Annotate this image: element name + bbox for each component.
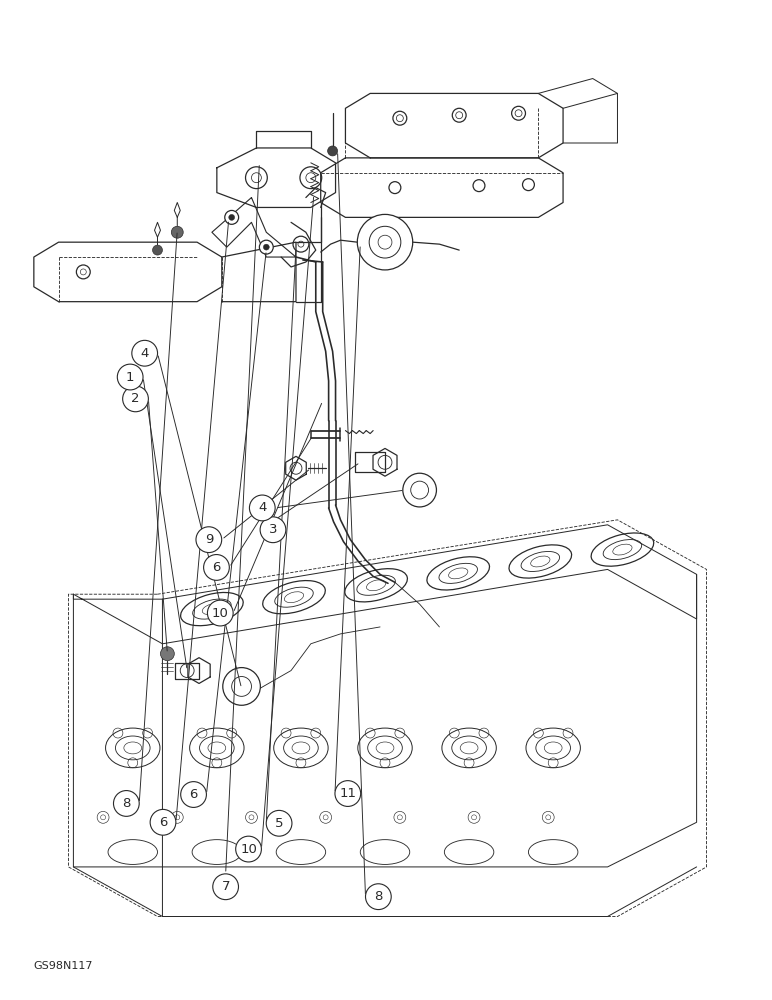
Circle shape [150,809,176,835]
Text: 4: 4 [141,347,149,360]
Circle shape [327,146,337,156]
Text: 6: 6 [189,788,198,801]
Circle shape [223,668,260,705]
Text: 2: 2 [131,392,140,405]
Text: 8: 8 [122,797,130,810]
Text: 6: 6 [159,816,168,829]
Circle shape [357,214,413,270]
Text: 4: 4 [258,501,266,514]
Circle shape [113,791,139,816]
Circle shape [249,495,275,521]
Circle shape [153,245,162,255]
Circle shape [196,527,222,553]
Circle shape [403,473,436,507]
Circle shape [229,214,235,220]
Text: 6: 6 [212,561,221,574]
Circle shape [132,340,157,366]
Circle shape [365,884,391,910]
Circle shape [117,364,143,390]
Circle shape [123,386,148,412]
Circle shape [225,210,239,224]
Text: 5: 5 [275,817,283,830]
Circle shape [266,810,292,836]
Circle shape [171,226,183,238]
Circle shape [235,836,262,862]
Circle shape [335,781,361,806]
Text: 8: 8 [374,890,383,903]
Circle shape [263,244,269,250]
Circle shape [213,874,239,900]
Circle shape [161,647,174,661]
Text: 9: 9 [205,533,213,546]
Text: 1: 1 [126,371,134,384]
Text: 11: 11 [340,787,357,800]
Text: GS98N117: GS98N117 [34,961,93,971]
Circle shape [181,782,206,807]
Circle shape [204,555,229,580]
Text: 3: 3 [269,523,277,536]
Circle shape [208,600,233,626]
Circle shape [260,517,286,543]
Circle shape [259,240,273,254]
Text: 10: 10 [240,843,257,856]
Text: 10: 10 [212,607,229,620]
Text: 7: 7 [222,880,230,893]
